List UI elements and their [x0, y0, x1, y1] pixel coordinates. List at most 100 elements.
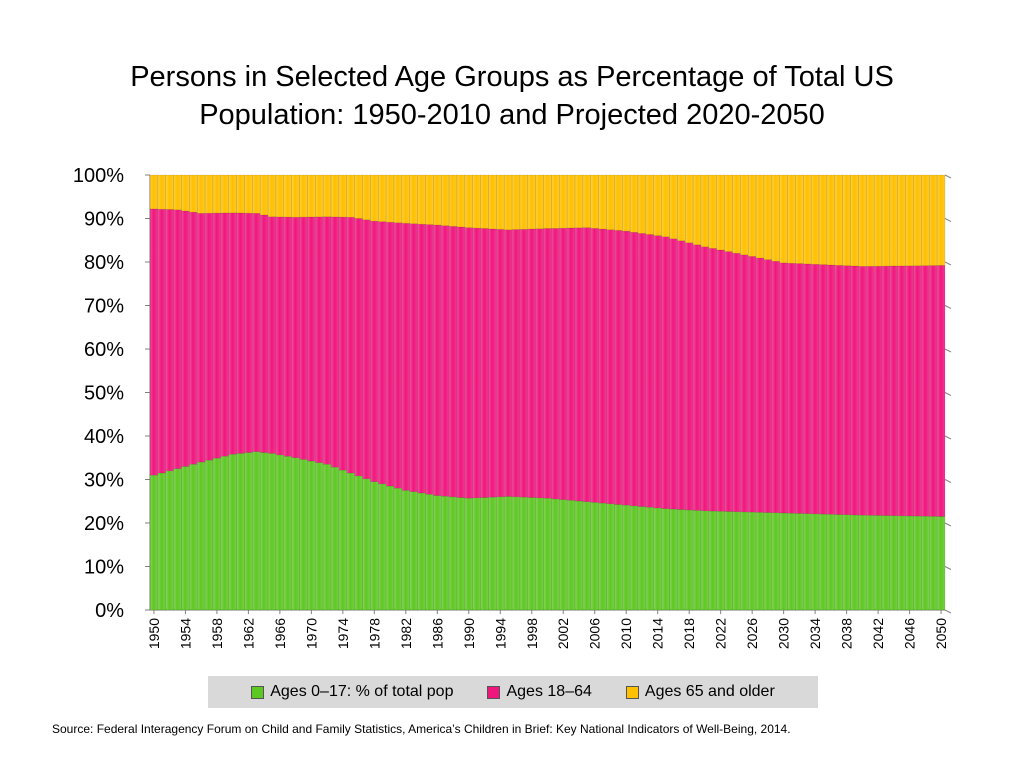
bar-1959-series-2	[220, 174, 229, 214]
bar-1950-series-0	[149, 474, 159, 611]
bar-1967-series-0	[283, 456, 292, 611]
bar-2038-series-0	[842, 514, 851, 611]
bar-2020-series-2	[700, 174, 710, 248]
bar-1994-series-2	[496, 174, 505, 230]
bar-1959-series-0	[220, 455, 229, 611]
bar-2028-series-0	[763, 512, 773, 611]
x-tick-label: 2018	[681, 618, 697, 649]
bar-2045-series-0	[897, 515, 906, 611]
bar-1993-series-1	[488, 228, 497, 498]
bar-2045-series-1	[897, 265, 906, 517]
bar-2031-series-1	[787, 262, 796, 514]
bar-2005-series-2	[582, 174, 592, 228]
y-tick-label: 60%	[84, 339, 124, 361]
bar-2005-series-1	[582, 227, 592, 502]
bar-1952-series-0	[165, 470, 174, 611]
bar-2040-series-2	[858, 174, 867, 267]
bar-1966-series-1	[275, 216, 285, 456]
bar-2040-series-1	[858, 266, 867, 516]
bar-1953-series-1	[173, 209, 182, 469]
bar-1973-series-2	[330, 174, 340, 218]
y-tick-mark-right	[944, 522, 952, 527]
bar-1972-series-2	[322, 174, 332, 218]
y-tick-mark-right	[944, 261, 952, 266]
bar-1956-series-1	[196, 213, 206, 463]
x-tick-label: 1974	[335, 618, 351, 649]
bar-1991-series-1	[472, 227, 481, 499]
bar-2032-series-0	[795, 513, 804, 611]
bar-2022-series-1	[716, 249, 725, 512]
bar-2021-series-0	[708, 510, 717, 611]
bar-2046-series-0	[905, 515, 914, 611]
bar-1983-series-1	[409, 223, 418, 492]
x-tick-label: 1994	[492, 618, 508, 649]
bar-1979-series-0	[378, 483, 387, 611]
bar-2039-series-2	[850, 174, 859, 267]
x-tick-label: 1978	[366, 618, 382, 649]
bar-2003-series-2	[566, 174, 576, 229]
bar-2027-series-1	[755, 257, 765, 513]
legend-label-ages-65-older: Ages 65 and older	[644, 683, 775, 700]
x-tick-label: 2050	[933, 618, 949, 649]
y-tick-label: 0%	[95, 600, 124, 622]
bar-1992-series-0	[480, 497, 489, 611]
bar-1978-series-0	[370, 481, 379, 611]
bar-1964-series-0	[259, 452, 269, 611]
y-tick-mark-right	[944, 479, 952, 483]
bar-2013-series-0	[645, 507, 655, 611]
bar-1977-series-1	[362, 219, 371, 480]
bar-2016-series-1	[669, 238, 678, 510]
bar-1997-series-0	[519, 496, 529, 611]
x-tick-label: 1986	[429, 618, 445, 649]
x-tick-label: 2046	[902, 618, 918, 649]
bar-1974-series-0	[338, 469, 348, 611]
bar-2029-series-0	[771, 512, 780, 611]
y-tick-mark-right	[944, 392, 952, 396]
bar-2028-series-2	[763, 174, 773, 260]
bar-1982-series-2	[401, 174, 411, 224]
bar-1984-series-1	[417, 223, 426, 494]
legend-swatch-ages-0-17	[251, 685, 265, 699]
bar-1994-series-0	[496, 496, 505, 611]
bar-2012-series-0	[637, 506, 647, 611]
bar-2028-series-1	[763, 259, 773, 513]
x-tick-label: 2014	[650, 618, 666, 649]
bar-1981-series-2	[393, 174, 403, 223]
bar-2033-series-1	[803, 263, 812, 514]
bar-1992-series-2	[480, 174, 489, 229]
bar-2014-series-0	[653, 507, 662, 611]
bar-2006-series-2	[590, 174, 599, 229]
bar-2019-series-2	[692, 174, 702, 246]
bar-2048-series-2	[921, 174, 930, 266]
legend-item-ages-0-17: Ages 0–17: % of total pop	[251, 683, 453, 701]
bar-2011-series-2	[629, 174, 639, 233]
bar-2037-series-2	[834, 174, 843, 266]
bar-2009-series-0	[614, 504, 623, 611]
bar-2032-series-1	[795, 263, 804, 514]
bar-1965-series-1	[267, 216, 277, 454]
bar-1995-series-1	[503, 229, 513, 497]
bar-2041-series-1	[866, 266, 875, 516]
x-tick-label: 2026	[744, 618, 760, 649]
bar-2018-series-2	[684, 174, 694, 244]
bar-2017-series-1	[677, 240, 686, 510]
bar-1988-series-0	[448, 496, 458, 611]
bar-1971-series-2	[315, 174, 324, 218]
bar-1954-series-0	[181, 466, 190, 611]
x-tick-label: 1954	[177, 618, 193, 649]
bar-2018-series-0	[684, 509, 694, 611]
bar-2011-series-0	[629, 505, 639, 611]
bar-1961-series-1	[236, 212, 245, 454]
x-tick-label: 2022	[713, 618, 729, 649]
bar-1954-series-2	[181, 174, 190, 212]
bar-2034-series-0	[810, 513, 820, 611]
bar-1979-series-2	[378, 174, 387, 222]
y-tick-mark-right	[944, 435, 952, 440]
bar-1998-series-1	[527, 228, 536, 498]
y-tick-label: 100%	[73, 165, 124, 187]
bar-1960-series-1	[228, 212, 237, 455]
bar-2036-series-0	[826, 514, 836, 611]
bar-2033-series-0	[803, 513, 812, 611]
bar-1986-series-2	[433, 174, 442, 226]
bar-1970-series-1	[307, 216, 316, 462]
